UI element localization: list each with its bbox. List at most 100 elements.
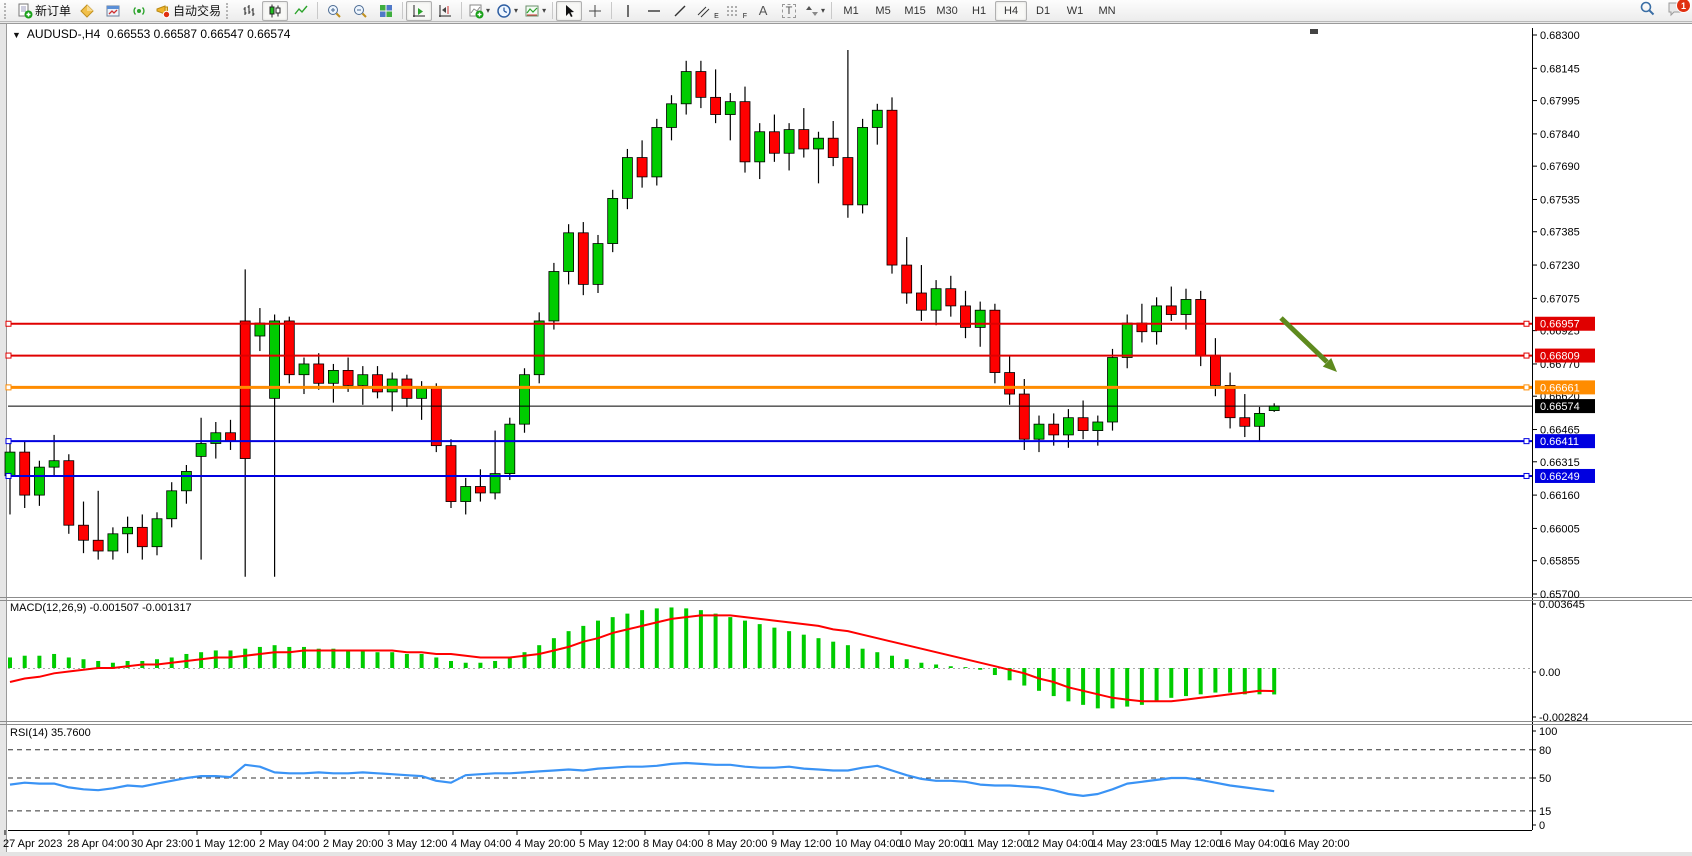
svg-text:0.66411: 0.66411	[1540, 436, 1579, 448]
arrows-button[interactable]: ▾	[802, 1, 828, 21]
candle-body	[1018, 393, 1030, 440]
horizontal-line-button[interactable]	[641, 1, 667, 21]
fibonacci-button[interactable]: F	[722, 1, 750, 21]
zoom-out-button[interactable]	[347, 1, 373, 21]
autotrade-button[interactable]: 自动交易	[152, 1, 224, 21]
tab-M1[interactable]: M1	[843, 4, 859, 17]
svg-text:0.68300: 0.68300	[1540, 30, 1580, 42]
tile-windows-icon	[378, 3, 394, 19]
cursor-arrow-icon	[561, 3, 577, 19]
bar-chart-button[interactable]	[236, 1, 262, 21]
trend-arrow[interactable]	[1279, 316, 1337, 372]
candle-body	[769, 131, 780, 154]
tab-H4[interactable]: H4	[995, 0, 1028, 21]
candle-body	[386, 378, 398, 393]
templates-caret-icon: ▾	[542, 5, 547, 15]
vertical-line-button[interactable]	[615, 1, 641, 21]
zoom-in-button[interactable]	[321, 1, 347, 21]
level-price-label	[1535, 468, 1595, 483]
tab-MN[interactable]: MN	[1098, 4, 1116, 17]
time-label: 3 May 12:00	[387, 838, 448, 850]
metaeditor-diamond-icon	[79, 3, 95, 19]
tab-D1[interactable]: D1	[1036, 4, 1051, 17]
zoom-out-icon	[352, 3, 368, 19]
tab-W1[interactable]: W1	[1066, 4, 1084, 17]
toolbar-grip[interactable]	[226, 2, 232, 19]
equidistant-channel-button[interactable]: E	[693, 1, 722, 21]
candle-body	[592, 243, 604, 285]
candle-body	[1254, 412, 1265, 427]
time-label: 12 May 04:00	[1027, 838, 1094, 850]
crosshair-button[interactable]	[582, 1, 608, 21]
time-label: 27 Apr 2023	[3, 838, 62, 850]
candle-body	[195, 443, 207, 457]
rsi-indicator-label: RSI(14) 35.7600	[10, 727, 91, 739]
candle-body	[1239, 417, 1251, 427]
chart-shift-button[interactable]	[432, 1, 458, 21]
svg-text:15: 15	[1539, 806, 1551, 818]
candle-body	[916, 292, 927, 311]
templates-button[interactable]: ▾	[521, 1, 549, 21]
candle-body	[1004, 372, 1015, 395]
templates-icon	[524, 3, 540, 19]
level-lines: 0.66957 0.66809 0.66661 0.66411 0.66249	[5, 316, 1595, 483]
trendline-button[interactable]	[667, 1, 693, 21]
candle-body	[901, 264, 913, 294]
time-label: 11 May 12:00	[963, 838, 1029, 850]
svg-text:0.003645: 0.003645	[1539, 599, 1585, 611]
chart-dropdown-icon[interactable]: ▼	[12, 30, 21, 40]
candle-body	[857, 127, 868, 206]
chart-window-marker	[1310, 29, 1318, 34]
signals-button[interactable]	[126, 1, 152, 21]
tile-windows-button[interactable]	[373, 1, 399, 21]
text-button[interactable]: A	[750, 1, 776, 21]
channel-icon	[696, 4, 712, 18]
current-price-label	[1535, 399, 1595, 414]
tab-H1[interactable]: H1	[972, 4, 987, 17]
candle-body	[1033, 423, 1045, 440]
time-label: 2 May 20:00	[323, 838, 384, 850]
chat-icon[interactable]: 1	[1666, 0, 1691, 22]
market-window-button[interactable]	[100, 1, 126, 21]
line-chart-button[interactable]	[288, 1, 314, 21]
fibonacci-letter: F	[742, 12, 748, 20]
periods-button[interactable]: ▾	[493, 1, 521, 21]
candle-body	[622, 157, 633, 199]
candle-body	[122, 526, 133, 535]
tab-M5[interactable]: M5	[875, 4, 891, 17]
time-label: 14 May 23:00	[1091, 838, 1158, 850]
cursor-button[interactable]	[556, 0, 583, 21]
level-price-label	[1535, 316, 1595, 331]
candle-body	[430, 387, 442, 447]
tab-M30[interactable]: M30	[936, 4, 958, 17]
text-label-button[interactable]: T	[776, 1, 802, 21]
macd-signal-line	[9, 614, 1275, 703]
indicators-button[interactable]: ▾	[465, 1, 493, 21]
candle-body	[930, 288, 942, 311]
tab-M15[interactable]: M15	[904, 4, 926, 17]
candle-body	[1063, 417, 1074, 436]
candle-body	[416, 387, 428, 399]
candle-body	[357, 374, 369, 386]
auto-scroll-button[interactable]	[406, 0, 433, 21]
new-order-button[interactable]: 新订单	[14, 1, 74, 21]
chart-ohlc: 0.66553 0.66587 0.66547 0.66574	[106, 27, 291, 41]
candle-body	[1092, 421, 1104, 432]
candle-body	[695, 71, 707, 98]
candle-body	[1165, 305, 1177, 315]
market-window-icon	[105, 3, 121, 19]
candle-body	[34, 466, 45, 496]
metaeditor-button[interactable]	[74, 1, 100, 21]
candle-body	[886, 109, 898, 266]
time-label: 8 May 04:00	[643, 838, 704, 850]
line-chart-icon	[293, 3, 309, 19]
svg-text:0.67995: 0.67995	[1540, 96, 1580, 108]
candlestick-chart-button[interactable]	[262, 0, 289, 21]
search-icon[interactable]	[1639, 0, 1656, 22]
time-label: 16 May 20:00	[1283, 838, 1350, 850]
candle-body	[724, 101, 736, 115]
toolbar-grip[interactable]	[4, 2, 10, 19]
candle-body	[445, 445, 457, 502]
level-price-label	[1535, 434, 1595, 449]
